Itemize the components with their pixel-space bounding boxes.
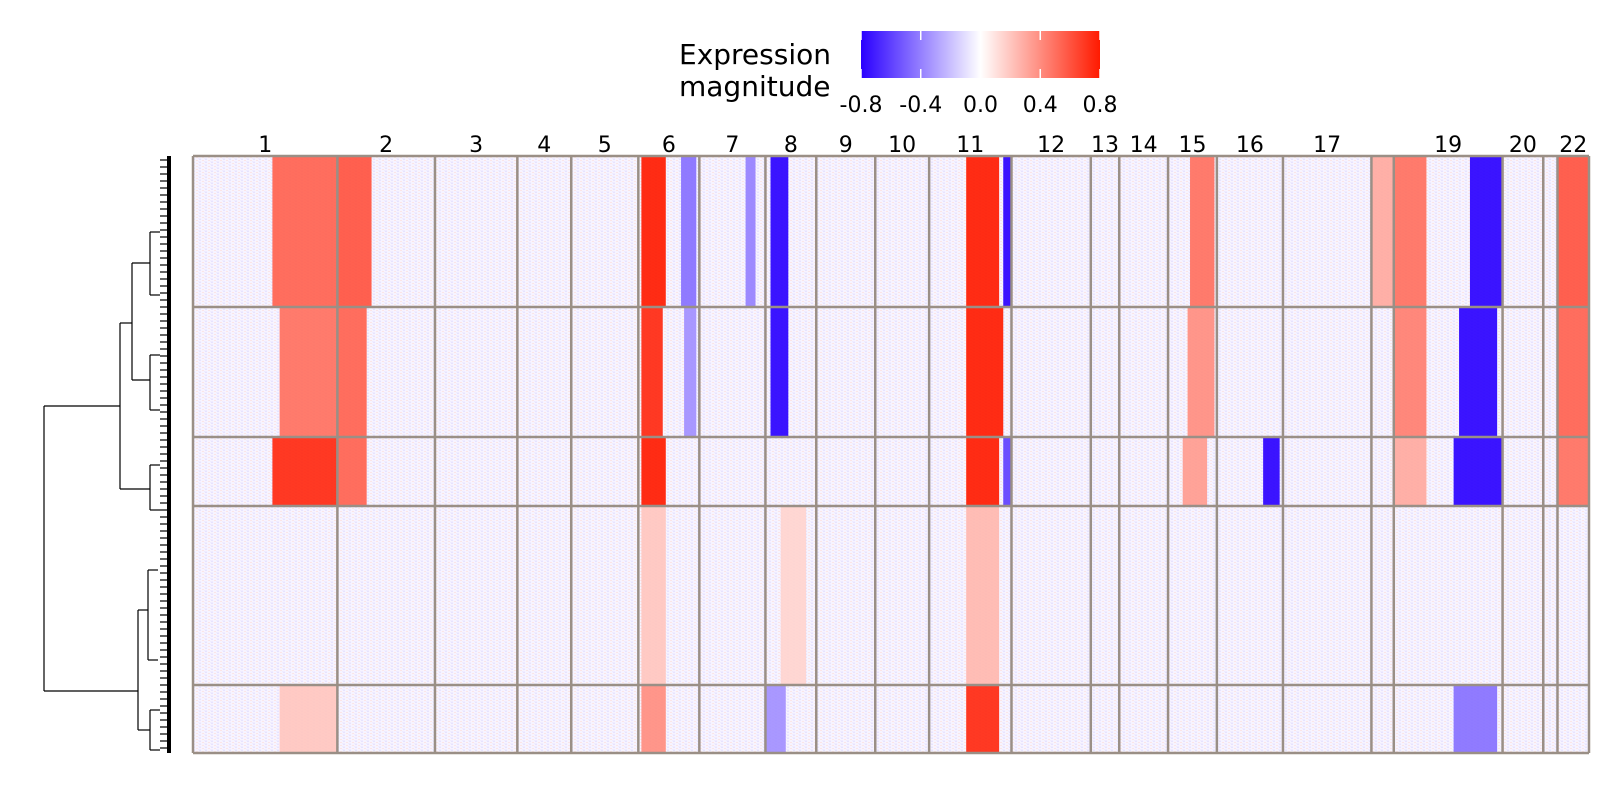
heatmap-cell [1371, 156, 1394, 307]
heatmap-cell [966, 307, 1004, 437]
dendrogram [43, 156, 171, 753]
chromosome-label: 8 [784, 133, 798, 158]
heatmap-cell [1393, 437, 1427, 506]
heatmap-cell [1557, 307, 1589, 437]
chromosome-label: 13 [1091, 133, 1119, 158]
chromosome-label: 17 [1313, 133, 1341, 158]
heatmap-cell [770, 156, 789, 307]
heatmap-cell [1187, 307, 1215, 437]
chromosome-label: 6 [662, 133, 676, 158]
chromosome-label: 15 [1178, 133, 1206, 158]
chromosome-label: 4 [537, 133, 551, 158]
heatmap-cell [966, 685, 1000, 753]
chromosome-label: 11 [956, 133, 984, 158]
heatmap-cell [1453, 437, 1503, 506]
heatmap-cell [765, 685, 786, 753]
chromosome-label: 20 [1509, 133, 1537, 158]
chromosome-label: 22 [1559, 133, 1587, 158]
chromosome-label: 3 [469, 133, 483, 158]
heatmap-cell [1453, 685, 1498, 753]
heatmap-cell [1003, 156, 1012, 307]
heatmap-cell [1459, 307, 1498, 437]
chromosome-label: 12 [1037, 133, 1065, 158]
heatmap-cell [1557, 156, 1589, 307]
heatmap-cell [1393, 156, 1427, 307]
chromosome-label: 16 [1236, 133, 1264, 158]
heatmap-cell [337, 437, 367, 506]
heatmap-cell [1182, 437, 1208, 506]
heatmap-cell [780, 506, 807, 685]
chromosome-label: 2 [379, 133, 393, 158]
heatmap-cell [272, 437, 338, 506]
heatmap-cell [684, 307, 697, 437]
heatmap-cell [1190, 156, 1215, 307]
heatmap-cell [966, 156, 1000, 307]
heatmap-texture [193, 156, 1589, 753]
heatmap-cell [279, 685, 338, 753]
heatmap-cell [641, 307, 663, 437]
legend-tick-label: 0.8 [1083, 93, 1118, 118]
color-legend: Expression magnitude -0.8 -0.4 0.0 0.4 0.8 [679, 31, 1118, 118]
heatmap-cell [1469, 156, 1503, 307]
heatmap-cell [337, 156, 372, 307]
heatmap-cell [681, 156, 697, 307]
chromosome-label: 9 [839, 133, 853, 158]
legend-tick-label: -0.4 [899, 93, 942, 118]
heatmap-cell [1263, 437, 1280, 506]
heatmap-cell [1003, 437, 1012, 506]
chromosome-labels: 1 2 3 4 5 6 7 8 9 10 11 12 13 14 15 16 17 19 20 22 [258, 133, 1587, 158]
legend-title-line2: magnitude [679, 70, 830, 103]
chromosome-label: 14 [1130, 133, 1158, 158]
chromosome-label: 10 [888, 133, 916, 158]
heatmap-cell [279, 307, 338, 437]
legend-tick-label: -0.8 [840, 93, 883, 118]
heatmap-cell [337, 307, 367, 437]
chromosome-label: 7 [725, 133, 739, 158]
heatmap-cell [641, 437, 666, 506]
heatmap-cell [770, 307, 789, 437]
heatmap-cell [641, 685, 666, 753]
heatmap-body [191, 154, 1591, 755]
legend-tick-label: 0.0 [963, 93, 998, 118]
heatmap-cell [272, 156, 338, 307]
legend-tick-label: 0.4 [1023, 93, 1058, 118]
heatmap-cell [1557, 437, 1589, 506]
heatmap-cell [966, 506, 1000, 685]
chromosome-label: 1 [258, 133, 272, 158]
heatmap-cell [745, 156, 756, 307]
chromosome-label: 5 [598, 133, 612, 158]
heatmap-cell [1393, 307, 1427, 437]
heatmap-cell [966, 437, 1000, 506]
dendrogram-leaves [167, 156, 171, 753]
heatmap-cell [641, 156, 666, 307]
heatmap-cell [641, 506, 666, 685]
chromosome-label: 19 [1434, 133, 1462, 158]
legend-title-line1: Expression [679, 38, 831, 71]
